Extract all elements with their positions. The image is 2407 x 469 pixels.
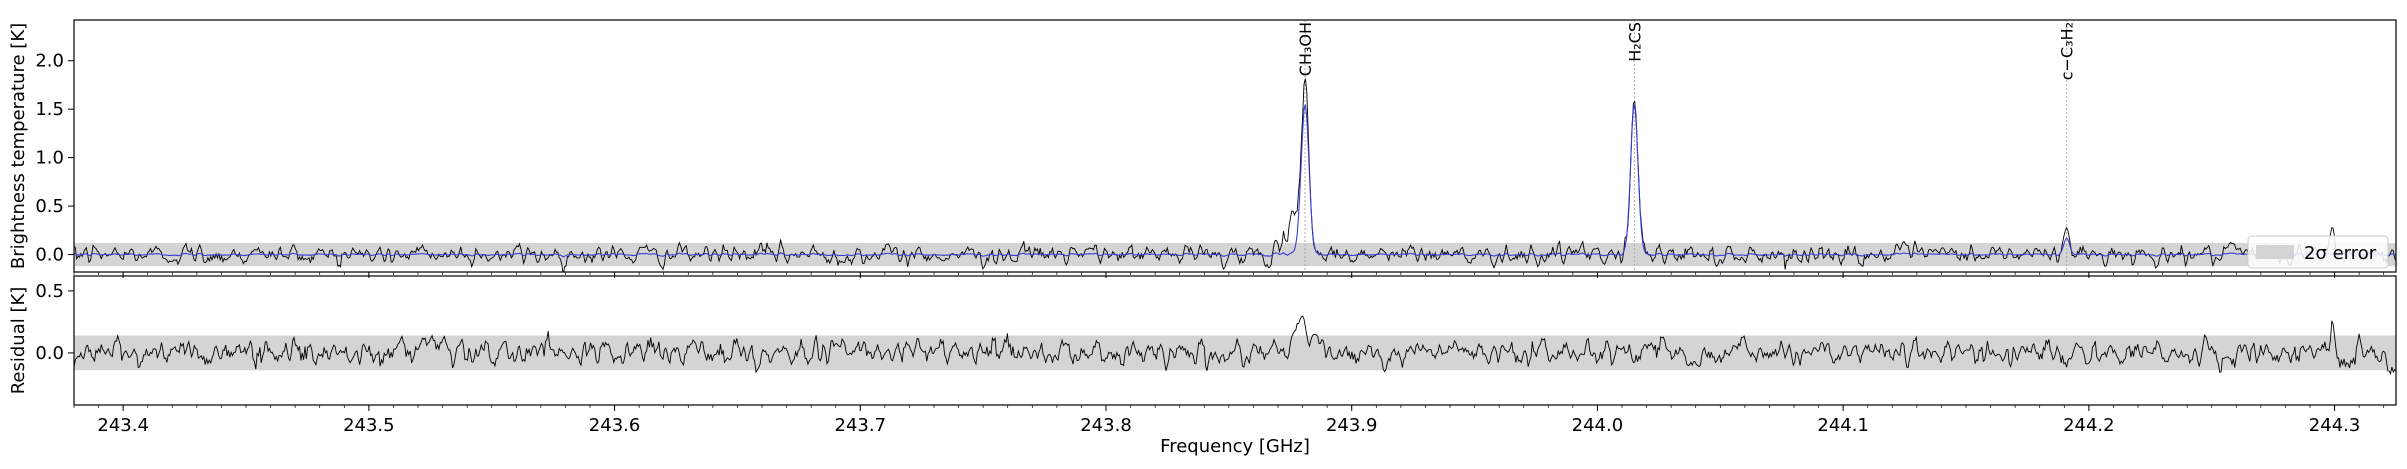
y-tick-label-1: 0.5 [35,281,64,302]
x-tick-label-5: 243.9 [1326,415,1378,436]
series-observed [74,78,2396,272]
x-tick-label-2: 243.6 [589,415,641,436]
legend-label: 2σ error [2304,243,2377,264]
y-tick-label-1: 0.5 [35,196,64,217]
panel-residual: 0.0 0.5 Residual [K] 243.4 243.5 243.6 243.7 24… [8,275,2397,436]
axes-frame-residual [73,275,2397,406]
y-tick-label-0: 0.0 [35,343,64,364]
series-model [74,103,2396,258]
panel-spectrum: CH₃OH H₂CS c−C₃H₂ 0.0 0.5 1.0 1.5 2.0 Brightness… [8,19,2397,278]
x-tick-label-6: 244.0 [1572,415,1624,436]
x-tick-label-0: 243.4 [97,415,149,436]
axes-frame-spectrum [73,19,2397,273]
legend-swatch [2256,245,2294,259]
error-band-residual [74,335,2396,371]
y-tick-label-2: 1.0 [35,148,64,169]
y-axis-label-spectrum: Brightness temperature [K] [8,23,29,269]
line-label-0: CH₃OH [1296,22,1315,76]
x-tick-label-1: 243.5 [343,415,395,436]
y-tick-label-3: 1.5 [35,99,64,120]
y-tick-label-0: 0.0 [35,245,64,266]
x-tick-label-9: 244.3 [2309,415,2361,436]
x-tick-label-7: 244.1 [1817,415,1869,436]
y-axis-label-residual: Residual [K] [8,287,29,395]
x-tick-label-3: 243.7 [835,415,887,436]
x-axis-label: Frequency [GHz] [1160,436,1310,457]
x-tick-label-4: 243.8 [1080,415,1132,436]
x-tick-label-8: 244.2 [2063,415,2115,436]
series-residual [74,315,2396,376]
line-label-2: c−C₃H₂ [2058,22,2077,80]
y-tick-label-4: 2.0 [35,51,64,72]
line-label-1: H₂CS [1625,22,1644,62]
legend-box [2247,235,2389,269]
